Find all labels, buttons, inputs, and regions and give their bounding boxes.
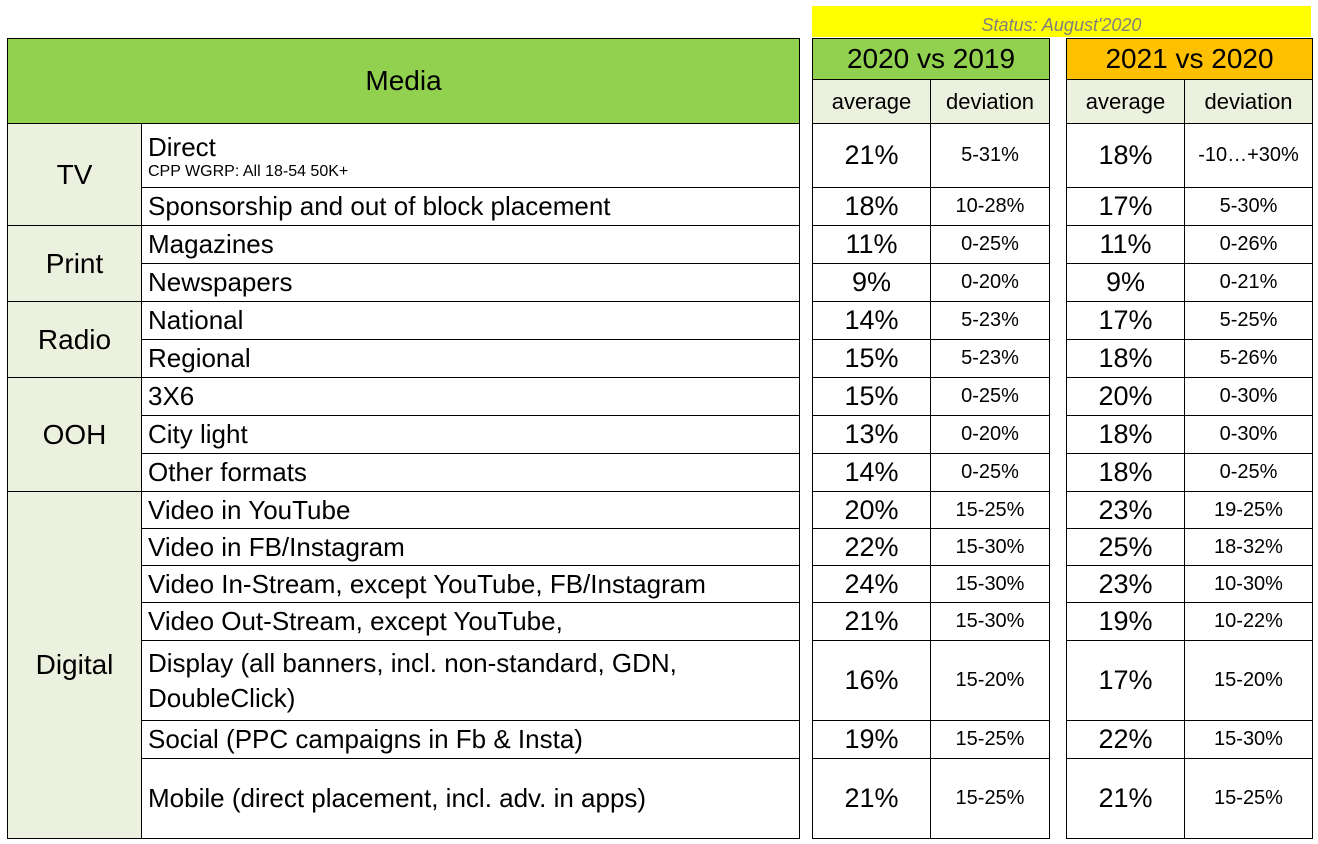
average-value: 17% (1066, 640, 1185, 721)
average-value: 22% (1066, 720, 1185, 759)
average-value: 20% (1066, 377, 1185, 416)
media-table: Media TV Direct CPP WGRP: All 18-54 50K+… (6, 38, 801, 839)
deviation-value: -10…+30% (1183, 123, 1314, 188)
average-value: 18% (812, 187, 931, 226)
average-value: 14% (812, 453, 931, 492)
deviation-value: 0-25% (929, 225, 1051, 264)
media-row: Display (all banners, incl. non-standard… (140, 640, 801, 721)
average-value: 15% (812, 339, 931, 378)
deviation-value: 18-32% (1183, 528, 1314, 566)
average-value: 21% (1066, 758, 1185, 839)
media-row: 3X6 (140, 377, 801, 416)
deviation-value: 10-22% (1183, 602, 1314, 641)
table-2021-vs-2020: 2021 vs 2020 average deviation 18% -10…+30… (1065, 38, 1314, 839)
deviation-value: 15-30% (1183, 720, 1314, 759)
media-row: Sponsorship and out of block placement (140, 187, 801, 226)
group-radio: Radio (7, 301, 142, 378)
group-digital: Digital (7, 491, 142, 839)
average-value: 13% (812, 415, 931, 454)
average-value: 15% (812, 377, 931, 416)
deviation-value: 0-25% (929, 453, 1051, 492)
average-header: average (812, 79, 931, 124)
deviation-value: 0-25% (1183, 453, 1314, 492)
average-value: 19% (812, 720, 931, 759)
media-row: Other formats (140, 453, 801, 492)
deviation-value: 5-30% (1183, 187, 1314, 226)
deviation-value: 10-30% (1183, 565, 1314, 603)
deviation-value: 5-26% (1183, 339, 1314, 378)
media-row: Video in FB/Instagram (140, 528, 801, 566)
average-value: 18% (1066, 339, 1185, 378)
average-value: 23% (1066, 565, 1185, 603)
average-value: 17% (1066, 187, 1185, 226)
deviation-value: 0-20% (929, 415, 1051, 454)
media-row: Video Out-Stream, except YouTube, (140, 602, 801, 641)
deviation-value: 19-25% (1183, 491, 1314, 529)
deviation-value: 15-30% (929, 602, 1051, 641)
group-print: Print (7, 225, 142, 302)
average-value: 9% (812, 263, 931, 302)
media-row: Newspapers (140, 263, 801, 302)
deviation-value: 0-30% (1183, 377, 1314, 416)
average-value: 9% (1066, 263, 1185, 302)
row-label: Direct (148, 131, 216, 162)
average-value: 17% (1066, 301, 1185, 340)
deviation-value: 5-23% (929, 301, 1051, 340)
deviation-header: deviation (1183, 79, 1314, 124)
deviation-value: 0-30% (1183, 415, 1314, 454)
media-row: Magazines (140, 225, 801, 264)
group-ooh: OOH (7, 377, 142, 492)
status-banner: Status: August'2020 (812, 6, 1311, 37)
deviation-value: 15-25% (929, 720, 1051, 759)
deviation-value: 15-30% (929, 528, 1051, 566)
average-header: average (1066, 79, 1185, 124)
deviation-value: 15-20% (1183, 640, 1314, 721)
average-value: 19% (1066, 602, 1185, 641)
media-row: City light (140, 415, 801, 454)
column-group-title: 2021 vs 2020 (1065, 38, 1314, 80)
table-2020-vs-2019: 2020 vs 2019 average deviation 21% 5-31% 1… (811, 38, 1051, 839)
deviation-value: 0-26% (1183, 225, 1314, 264)
average-value: 11% (812, 225, 931, 264)
deviation-value: 15-20% (929, 640, 1051, 721)
media-row: Social (PPC campaigns in Fb & Insta) (140, 720, 801, 759)
deviation-value: 5-23% (929, 339, 1051, 378)
average-value: 21% (812, 123, 931, 188)
deviation-value: 15-25% (1183, 758, 1314, 839)
media-row: Video in YouTube (140, 491, 801, 529)
deviation-value: 10-28% (929, 187, 1051, 226)
media-row-direct: Direct CPP WGRP: All 18-54 50K+ (140, 123, 801, 188)
media-row: National (140, 301, 801, 340)
deviation-value: 5-25% (1183, 301, 1314, 340)
deviation-value: 15-25% (929, 491, 1051, 529)
average-value: 23% (1066, 491, 1185, 529)
deviation-value: 15-25% (929, 758, 1051, 839)
average-value: 21% (812, 758, 931, 839)
media-row: Video In-Stream, except YouTube, FB/Inst… (140, 565, 801, 603)
average-value: 25% (1066, 528, 1185, 566)
group-tv: TV (7, 123, 142, 226)
average-value: 20% (812, 491, 931, 529)
media-header: Media (6, 38, 801, 124)
average-value: 18% (1066, 453, 1185, 492)
average-value: 16% (812, 640, 931, 721)
deviation-value: 0-20% (929, 263, 1051, 302)
average-value: 18% (1066, 415, 1185, 454)
deviation-value: 15-30% (929, 565, 1051, 603)
media-row: Regional (140, 339, 801, 378)
average-value: 14% (812, 301, 931, 340)
media-row: Mobile (direct placement, incl. adv. in … (140, 758, 801, 839)
average-value: 11% (1066, 225, 1185, 264)
column-group-title: 2020 vs 2019 (811, 38, 1051, 80)
average-value: 24% (812, 565, 931, 603)
deviation-header: deviation (929, 79, 1051, 124)
row-note: CPP WGRP: All 18-54 50K+ (148, 163, 349, 181)
deviation-value: 0-25% (929, 377, 1051, 416)
deviation-value: 5-31% (929, 123, 1051, 188)
average-value: 22% (812, 528, 931, 566)
average-value: 21% (812, 602, 931, 641)
deviation-value: 0-21% (1183, 263, 1314, 302)
average-value: 18% (1066, 123, 1185, 188)
